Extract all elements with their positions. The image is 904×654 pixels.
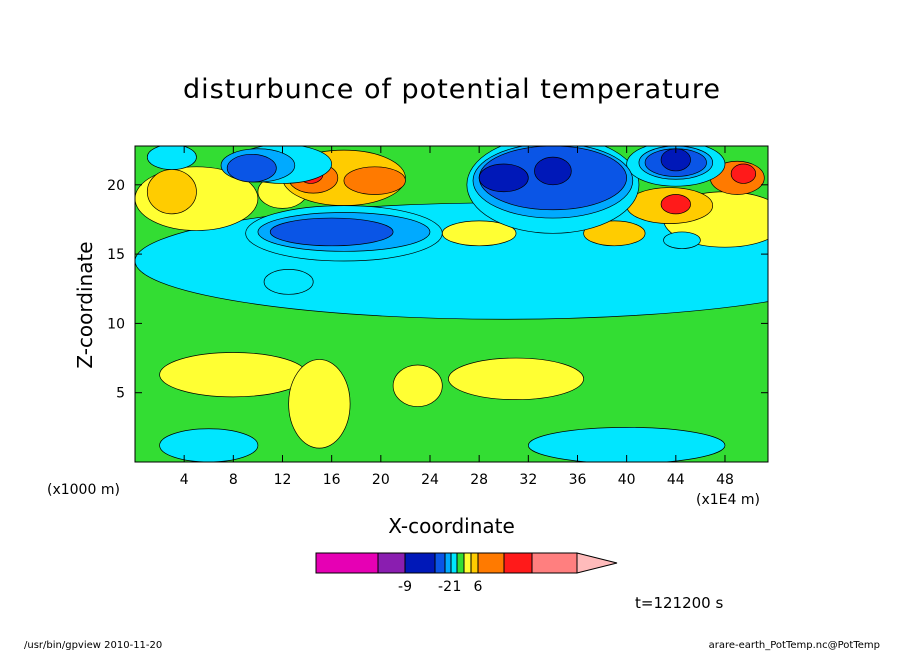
colorbar-extend-arrow [576,552,618,574]
field-region-38 [534,156,572,186]
field-region-6 [392,364,443,407]
x-tick-label: 32 [519,472,537,488]
x-axis-label: X-coordinate [388,514,515,538]
colorbar-segment [477,552,505,574]
field-region-3 [159,352,308,398]
x-tick-label: 24 [421,472,439,488]
y-tick-label: 10 [107,316,125,332]
colorbar-segment [450,552,458,574]
x-tick-label: 12 [274,472,292,488]
colorbar-segment [470,552,479,574]
colorbar-segment [503,552,533,574]
colorbar-segment [377,552,406,574]
footer-left: /usr/bin/gpview 2010-11-20 [24,640,163,651]
field-region-28 [663,231,701,249]
x-tick-label: 28 [470,472,488,488]
colorbar-segment [531,552,578,574]
x-axis-ticks: 4 8 12 16 20 24 28 32 36 40 44 48 [180,146,734,488]
field-region-26 [146,146,197,170]
chart-title: disturbunce of potential temperature [183,74,721,105]
field-region-13 [583,220,646,247]
colorbar-segment [444,552,452,574]
x-tick-label: 36 [569,472,587,488]
field-region-17 [343,166,406,195]
colorbar-tick-label: -2 [438,579,452,595]
y-tick-label: 15 [107,247,125,263]
y-tick-label: 5 [116,386,125,402]
field-region-11 [146,169,197,215]
x-axis-unit-right: (x1E4 m) [696,492,760,508]
field-region-4 [288,359,351,449]
x-tick-label: 48 [716,472,734,488]
colorbar-segment [315,552,379,574]
x-axis-unit-left: (x1000 m) [47,482,120,498]
colorbar-tick-label: 1 [453,579,462,595]
field-region-20 [660,194,691,215]
field-region-37 [478,163,529,193]
x-tick-label: 16 [323,472,341,488]
field-region-27 [263,269,314,295]
colorbar-tick-label: 6 [474,579,483,595]
plot-area [135,146,768,462]
x-tick-label: 44 [667,472,685,488]
colorbar-segment [434,552,446,574]
y-axis-ticks: 5 10 15 20 [107,178,768,402]
plot-frame [134,145,769,463]
time-label: t=121200 s [635,594,724,612]
x-tick-label: 4 [180,472,189,488]
field-region-1 [159,428,259,462]
colorbar-segment [404,552,436,574]
field-region-0 [528,427,726,462]
field-region-36 [226,153,277,183]
x-tick-label: 20 [372,472,390,488]
field-region-21 [730,163,757,184]
footer-right: arare-earth_PotTemp.nc@PotTemp [708,640,880,651]
field-region-5 [448,357,584,400]
colorbar: -9 -2 1 6 [315,552,618,595]
colorbar-tick-label: -9 [398,579,412,595]
field-region-34 [269,217,394,247]
colorbar-segment [456,552,465,574]
x-tick-label: 40 [618,472,636,488]
y-tick-label: 20 [107,178,125,194]
x-tick-label: 8 [229,472,238,488]
colorbar-segment [463,552,472,574]
